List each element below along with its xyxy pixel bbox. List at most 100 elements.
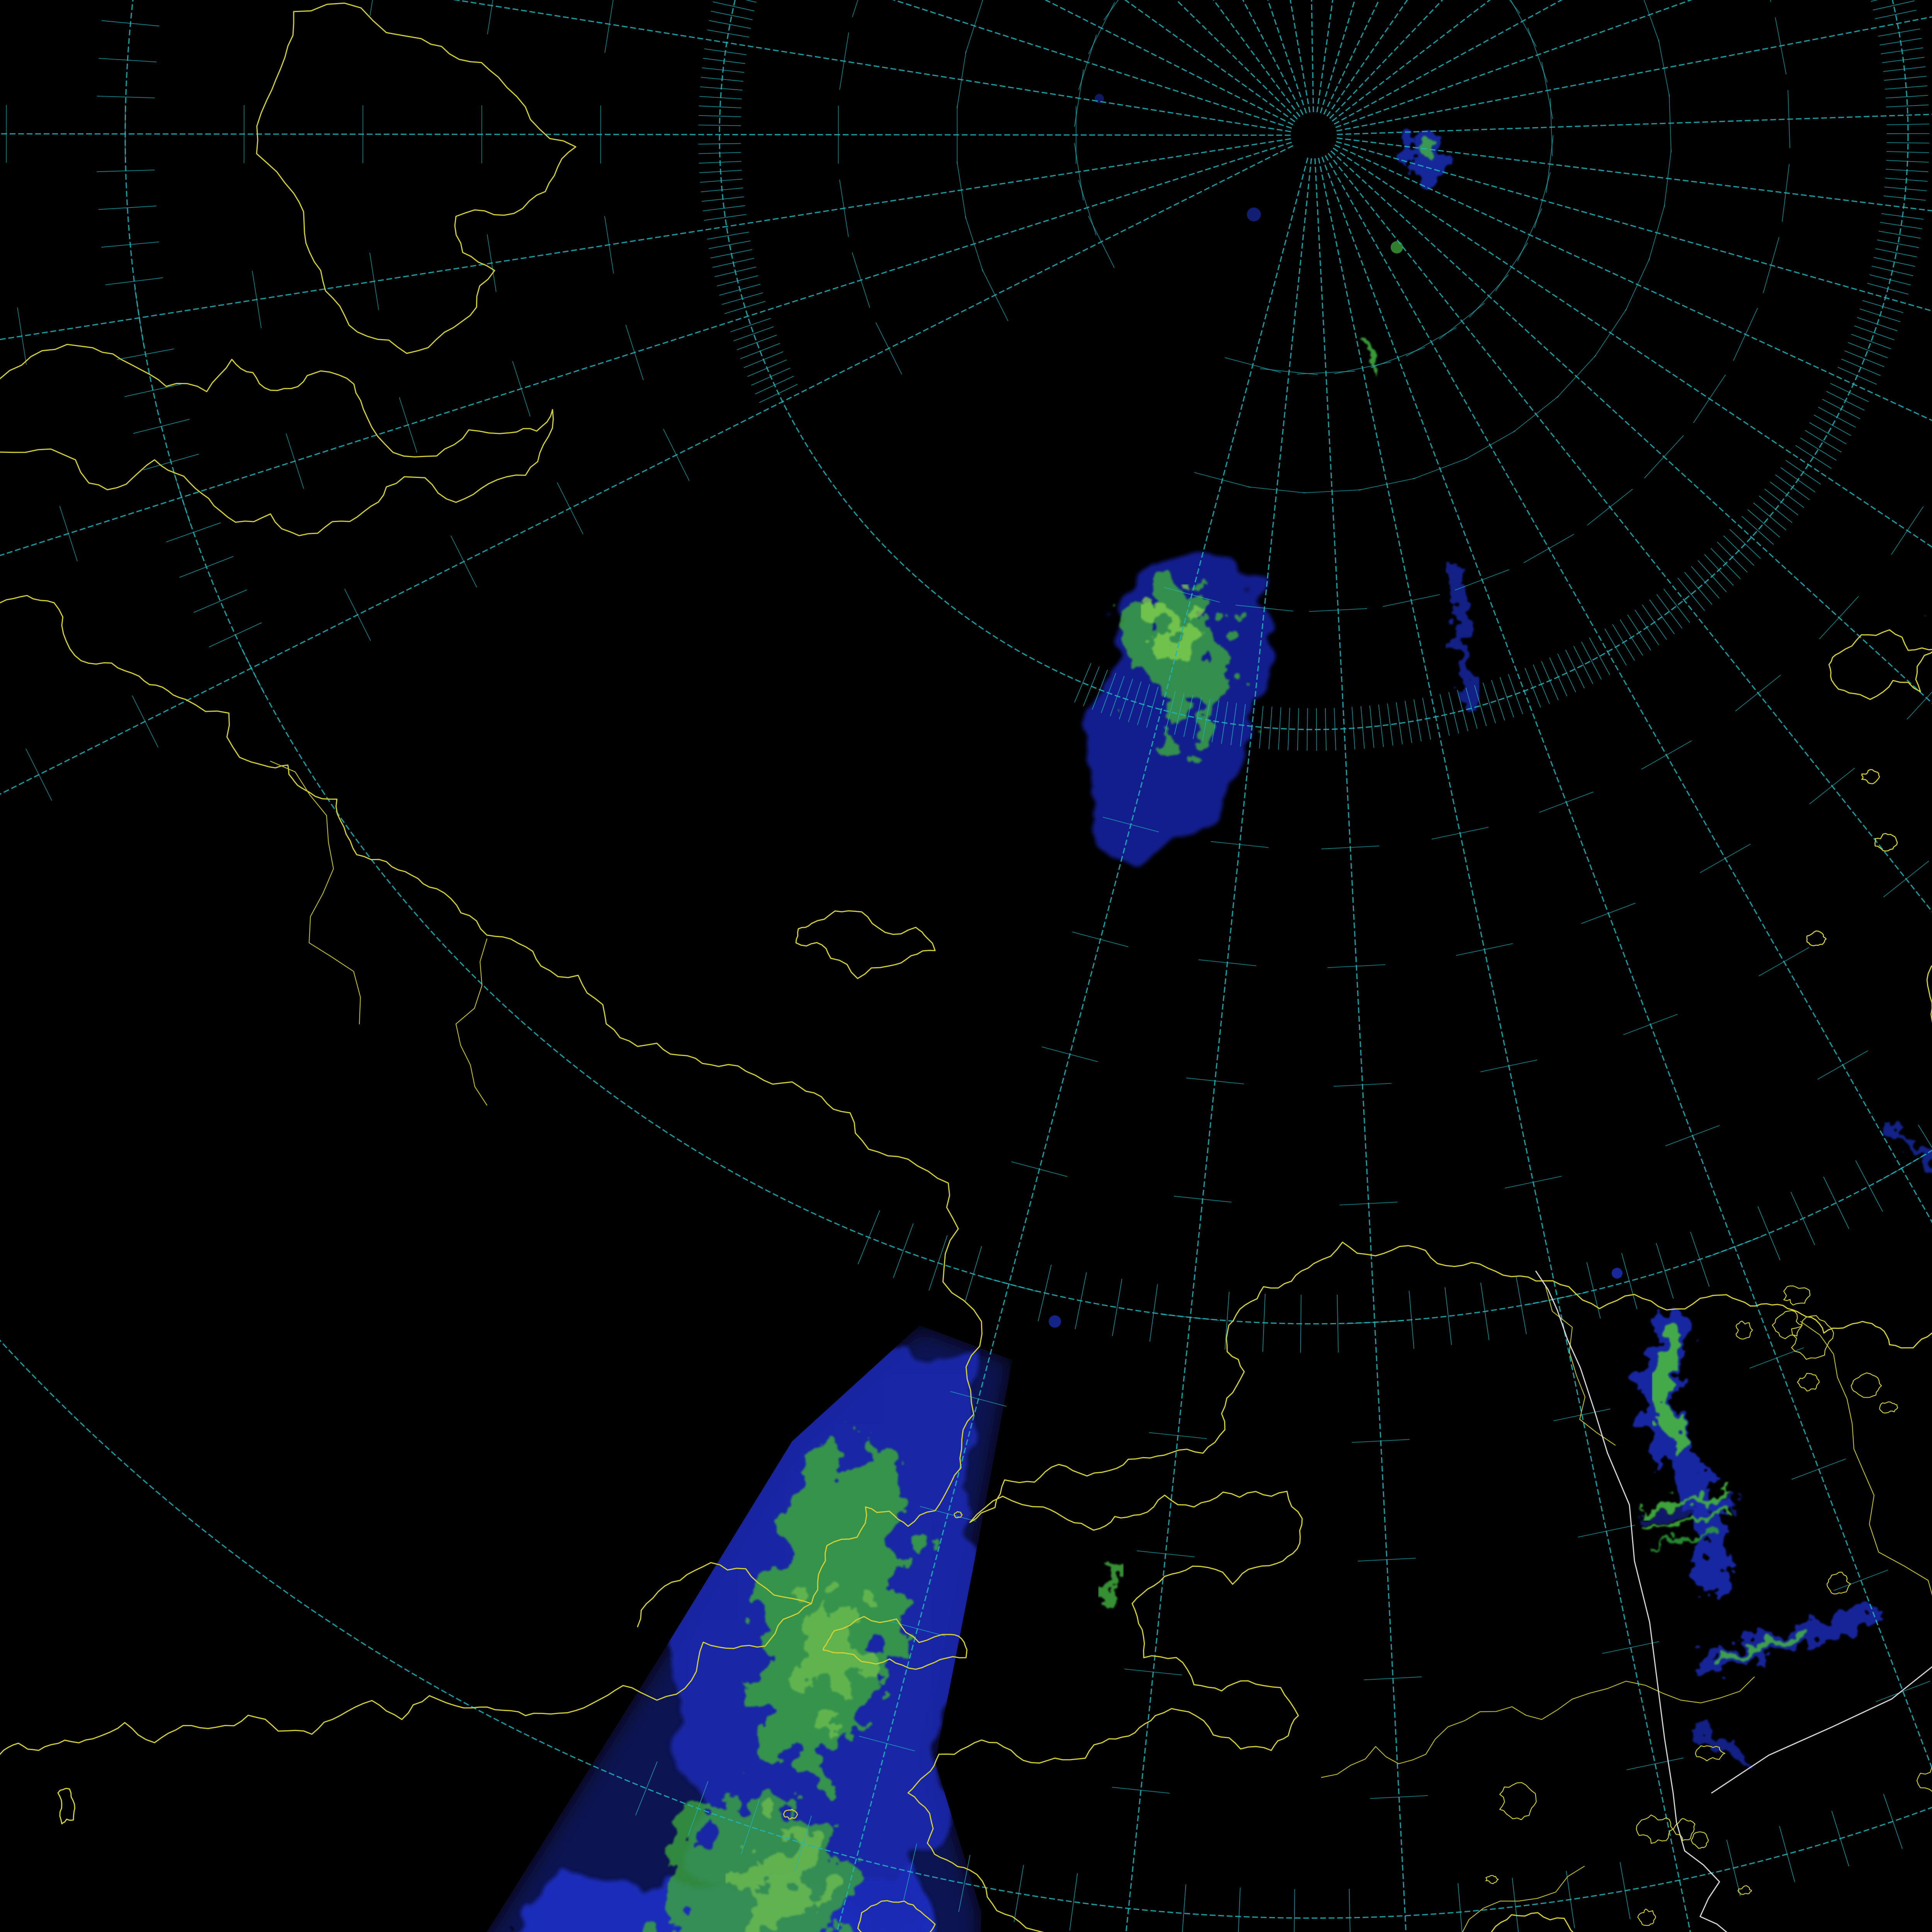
latitude-tick <box>604 0 614 53</box>
latitude-tick <box>1186 1077 1244 1085</box>
longitude-tick <box>1474 685 1487 726</box>
swath-interior-patches <box>1049 1268 1877 1766</box>
longitude-tick <box>1844 350 1884 367</box>
longitude-tick <box>1306 708 1308 751</box>
latitude-tick <box>889 1621 946 1637</box>
latitude-tick <box>134 289 144 347</box>
longitude-tick <box>1549 657 1568 697</box>
longitude-tick <box>964 1246 982 1302</box>
latitude-tick <box>950 1391 1007 1407</box>
coastline-prince-patrick-island <box>1828 629 1932 700</box>
latitude-tick <box>1668 94 1672 152</box>
longitude-tick <box>703 58 745 64</box>
latitude-tick <box>1464 430 1515 460</box>
longitude-tick <box>1316 708 1317 751</box>
longitude-tick <box>958 1855 971 1912</box>
river-kuskokwim-river <box>1462 1866 1585 1932</box>
so2-data-shape <box>1653 1529 1716 1547</box>
longitude-tick <box>1717 542 1748 573</box>
longitude-tick <box>704 214 747 221</box>
longitude-tick <box>1349 1889 1350 1932</box>
latitude-tick <box>369 252 379 310</box>
lake-outline <box>1695 1745 1726 1762</box>
latitude-tick <box>1876 1681 1930 1702</box>
longitude-tick <box>1262 1294 1266 1352</box>
longitude-tick <box>707 231 749 240</box>
longitude-tick <box>702 205 745 211</box>
longitude-tick <box>698 152 741 154</box>
so2-data-shape <box>1416 141 1436 161</box>
longitude-tick <box>1770 481 1804 508</box>
longitude-tick <box>1800 437 1837 461</box>
longitude-tick <box>1581 641 1602 680</box>
latitude-tick <box>956 51 967 109</box>
latitude-tick <box>1556 355 1597 398</box>
longitude-tick <box>1886 151 1929 153</box>
latitude-tick <box>1149 1432 1207 1439</box>
longitude-tick <box>1729 529 1761 559</box>
coastline-alaska-west-coast <box>907 1429 1303 1932</box>
lake-outline <box>1772 1310 1803 1339</box>
so2-data-shape <box>1653 1332 1690 1456</box>
longitude-tick <box>1268 706 1272 749</box>
latitude-tick <box>1553 1408 1611 1421</box>
so2-data-shape <box>1633 1493 1733 1526</box>
longitude-tick <box>1642 604 1667 640</box>
longitude-tick <box>1565 650 1585 689</box>
longitude-tick <box>1619 619 1643 656</box>
longitude-tick <box>1589 637 1610 675</box>
longitude-tick <box>1483 682 1496 724</box>
longitude-tick <box>1855 1160 1883 1212</box>
longitude-tick <box>1704 554 1734 586</box>
longitude-tick <box>1723 535 1754 566</box>
coastline-karaginsky-island <box>57 1787 75 1825</box>
latitude-tick <box>1163 587 1220 603</box>
longitude-tick <box>97 95 155 99</box>
longitude-tick <box>1405 701 1412 743</box>
longitude-tick <box>794 1815 812 1871</box>
meridian-line <box>0 141 1292 556</box>
meridian-line <box>452 0 1291 133</box>
longitude-tick <box>1759 495 1793 523</box>
lake-outline <box>1783 1285 1811 1306</box>
longitude-tick <box>1886 104 1929 107</box>
longitude-tick <box>1690 1231 1710 1287</box>
longitude-tick <box>1875 248 1917 258</box>
latitude-tick <box>1625 258 1650 311</box>
latitude-tick <box>172 469 191 525</box>
lake-outline <box>1791 1315 1834 1360</box>
longitude-tick <box>1878 231 1921 239</box>
latitude-tick <box>487 0 493 34</box>
longitude-tick <box>1883 195 1926 201</box>
longitude-tick <box>687 1781 709 1836</box>
latitude-tick <box>1763 237 1779 293</box>
latitude-tick <box>1327 964 1386 968</box>
longitude-tick <box>699 170 742 173</box>
longitude-tick <box>1083 666 1100 706</box>
coastline-canada-mainland-coast <box>1792 1309 1932 1349</box>
longitude-tick <box>1663 588 1690 623</box>
so2-data-shape <box>1639 1489 1728 1513</box>
lake-outline <box>1879 1401 1898 1414</box>
so2-data-shape <box>1692 1728 1752 1766</box>
longitude-tick <box>1069 1873 1078 1931</box>
latitude-tick <box>1198 959 1256 966</box>
longitude-tick <box>1857 317 1898 332</box>
latitude-tick <box>1011 1161 1068 1177</box>
longitude-tick <box>1619 1862 1631 1920</box>
longitude-tick <box>713 1 755 12</box>
longitude-tick <box>117 349 174 360</box>
longitude-tick <box>1174 693 1185 735</box>
longitude-tick <box>1851 333 1891 349</box>
longitude-tick <box>1512 1878 1519 1932</box>
longitude-tick <box>1458 1883 1463 1932</box>
latitude-tick <box>1103 0 1119 20</box>
longitude-tick <box>702 67 745 73</box>
latitude-tick <box>1643 0 1660 43</box>
latitude-tick <box>369 0 373 16</box>
longitude-tick <box>1884 187 1927 191</box>
